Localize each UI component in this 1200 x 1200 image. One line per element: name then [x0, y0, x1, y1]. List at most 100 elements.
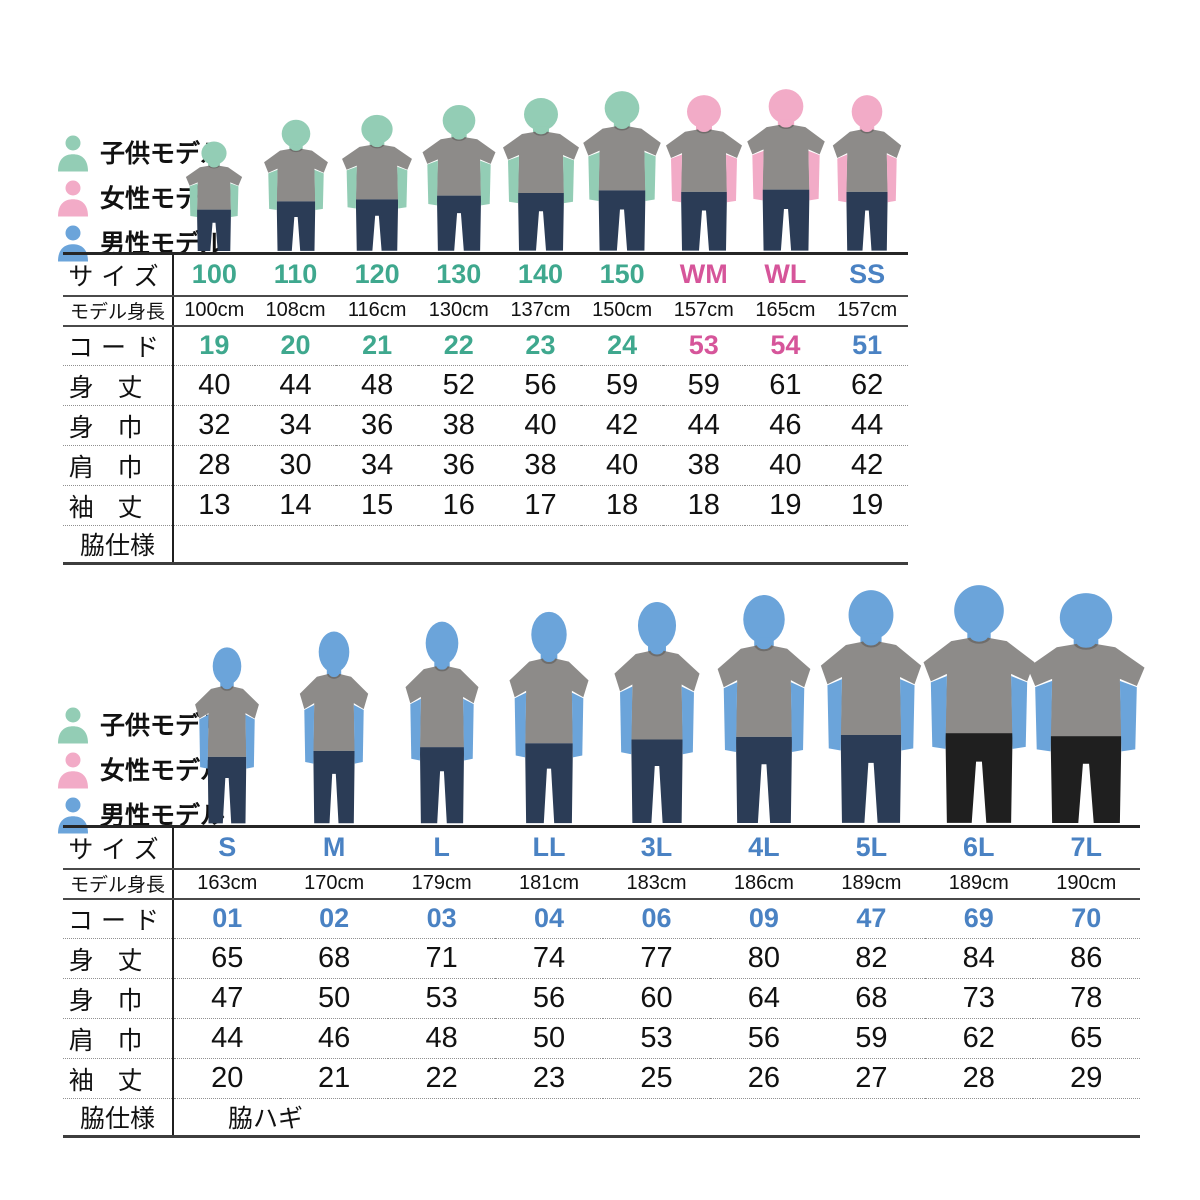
size-cell-SS: SS [826, 253, 908, 297]
body_width-cell-S: 47 [173, 978, 281, 1019]
row-label-body_width: 身巾 [63, 978, 174, 1019]
body_width-cell-7L: 78 [1032, 978, 1140, 1019]
row-body_width: 身巾 32 34 36 38 40 42 44 46 44 [63, 405, 908, 446]
size-cell-140: 140 [499, 253, 582, 297]
model-photo-110 [263, 119, 328, 251]
body_length-cell-140: 56 [499, 365, 582, 406]
sleeve_length-cell-M: 21 [280, 1058, 388, 1099]
shoulder_width-cell-130: 36 [417, 445, 500, 486]
body_width-cell-L: 53 [387, 978, 496, 1019]
model-photo-SS [832, 95, 902, 251]
sleeve_length-cell-130: 16 [417, 485, 500, 526]
shoulder_width-cell-100: 28 [173, 445, 255, 486]
row-body_length: 身丈 40 44 48 52 56 59 59 61 62 [63, 365, 908, 406]
female-model-icon [58, 752, 88, 789]
shoulder_width-cell-S: 44 [173, 1018, 281, 1059]
model_height-cell-110: 108cm [254, 295, 337, 327]
model_height-cell-140: 137cm [499, 295, 582, 327]
body_length-cell-120: 48 [336, 365, 418, 406]
row-size: サイズ S M L LL 3L 4L 5L 6L 7L [63, 826, 1140, 870]
model-photo-5L [821, 590, 922, 823]
row-label-code: コード [63, 325, 174, 366]
code-cell-3L: 06 [602, 898, 711, 939]
row-model_height: モデル身長 100cm 108cm 116cm 130cm 137cm 150cm 157cm… [63, 295, 908, 327]
model_height-cell-L: 179cm [387, 868, 496, 900]
size-cell-LL: LL [495, 826, 603, 870]
size-cell-5L: 5L [817, 826, 926, 870]
row-label-size: サイズ [63, 826, 174, 870]
shoulder_width-cell-L: 48 [387, 1018, 496, 1059]
sleeve_length-cell-120: 15 [336, 485, 418, 526]
body_length-cell-S: 65 [173, 938, 281, 979]
sleeve_length-cell-7L: 29 [1032, 1058, 1140, 1099]
row-body_width: 身巾 47 50 53 56 60 64 68 73 78 [63, 978, 1140, 1019]
model-photo-150 [583, 91, 661, 251]
body_length-cell-6L: 84 [925, 938, 1033, 979]
sleeve_length-cell-WM: 18 [662, 485, 745, 526]
row-shoulder_width: 肩巾 28 30 34 36 38 40 38 40 42 [63, 445, 908, 486]
row-label-side-spec: 脇仕様 [63, 1098, 174, 1137]
size-cell-S: S [173, 826, 281, 870]
sleeve_length-cell-3L: 25 [602, 1058, 711, 1099]
child-model-icon [58, 135, 88, 172]
shoulder_width-cell-WM: 38 [662, 445, 745, 486]
shoulder_width-cell-LL: 50 [495, 1018, 603, 1059]
sleeve_length-cell-6L: 28 [925, 1058, 1033, 1099]
size-spec-table-kids-women: サイズ 100 110 120 130 140 150 WM WL SS モデル身長 100cm 108… [63, 252, 908, 565]
row-label-body_width: 身巾 [63, 405, 174, 446]
body_width-cell-M: 50 [280, 978, 388, 1019]
sleeve_length-cell-WL: 19 [744, 485, 827, 526]
size-cell-4L: 4L [710, 826, 818, 870]
code-cell-150: 24 [581, 325, 663, 366]
female-model-icon [58, 180, 88, 217]
model_height-cell-130: 130cm [417, 295, 500, 327]
shoulder_width-cell-7L: 65 [1032, 1018, 1140, 1059]
size-cell-WM: WM [662, 253, 745, 297]
shoulder_width-cell-6L: 62 [925, 1018, 1033, 1059]
body_width-cell-100: 32 [173, 405, 255, 446]
row-label-sleeve_length: 袖丈 [63, 1058, 174, 1099]
code-cell-SS: 51 [826, 325, 908, 366]
model-photo-140 [502, 98, 579, 251]
row-side-spec: 脇仕様 脇ハギ [63, 1098, 1140, 1137]
code-cell-S: 01 [173, 898, 281, 939]
model_height-cell-5L: 189cm [817, 868, 926, 900]
shoulder_width-cell-140: 38 [499, 445, 582, 486]
model-photo-100 [185, 141, 242, 252]
sleeve_length-cell-110: 14 [254, 485, 337, 526]
shoulder_width-cell-150: 40 [581, 445, 663, 486]
code-cell-130: 22 [417, 325, 500, 366]
row-shoulder_width: 肩巾 44 46 48 50 53 56 59 62 65 [63, 1018, 1140, 1059]
body_width-cell-3L: 60 [602, 978, 711, 1019]
row-label-model_height: モデル身長 [63, 295, 174, 327]
model_height-cell-3L: 183cm [602, 868, 711, 900]
code-cell-4L: 09 [710, 898, 818, 939]
body_length-cell-7L: 86 [1032, 938, 1140, 979]
sleeve_length-cell-S: 20 [173, 1058, 281, 1099]
model_height-cell-150: 150cm [581, 295, 663, 327]
sleeve_length-cell-100: 13 [173, 485, 255, 526]
side-spec-value [173, 526, 908, 564]
model-photo-WM [665, 95, 742, 251]
model-photo-3L [613, 601, 700, 824]
model_height-cell-M: 170cm [280, 868, 388, 900]
row-label-sleeve_length: 袖丈 [63, 485, 174, 526]
body_length-cell-SS: 62 [826, 365, 908, 406]
body_width-cell-5L: 68 [817, 978, 926, 1019]
body_width-cell-6L: 73 [925, 978, 1033, 1019]
body_length-cell-130: 52 [417, 365, 500, 406]
code-cell-110: 20 [254, 325, 337, 366]
model-photo-130 [422, 104, 496, 251]
body_width-cell-WL: 46 [744, 405, 827, 446]
body_width-cell-4L: 64 [710, 978, 818, 1019]
row-sleeve_length: 袖丈 13 14 15 16 17 18 18 19 19 [63, 485, 908, 526]
model_height-cell-WM: 157cm [662, 295, 745, 327]
shoulder_width-cell-110: 30 [254, 445, 337, 486]
size-cell-100: 100 [173, 253, 255, 297]
size-cell-110: 110 [254, 253, 337, 297]
code-cell-L: 03 [387, 898, 496, 939]
row-label-shoulder_width: 肩巾 [63, 1018, 174, 1059]
model_height-cell-7L: 190cm [1032, 868, 1140, 900]
body_width-cell-120: 36 [336, 405, 418, 446]
code-cell-5L: 47 [817, 898, 926, 939]
